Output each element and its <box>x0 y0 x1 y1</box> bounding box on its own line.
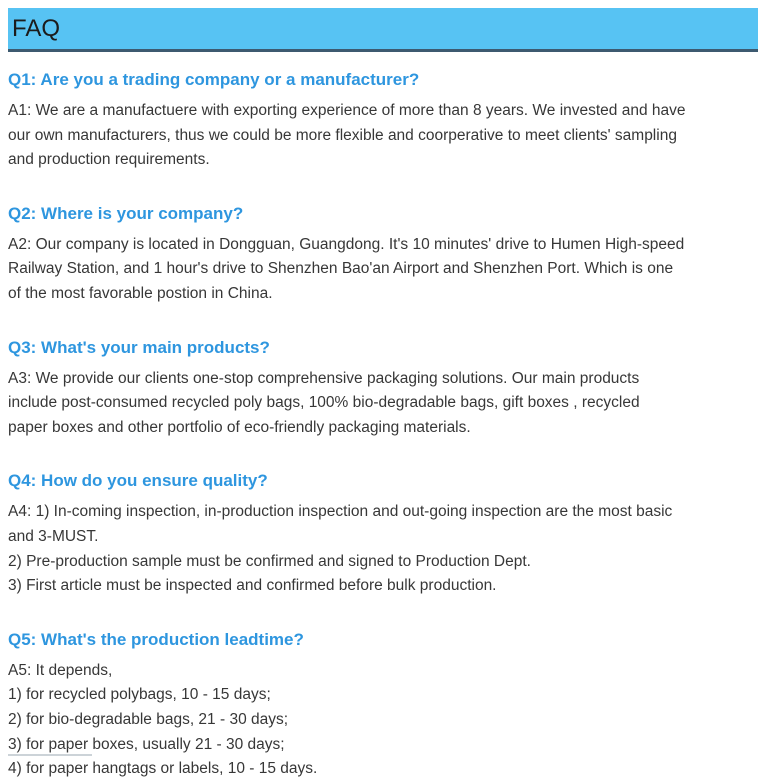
faq-answer-line: A2: Our company is located in Dongguan, … <box>8 235 685 253</box>
faq-answer-line: A3: We provide our clients one-stop comp… <box>8 369 640 387</box>
faq-answer-line: and production requirements. <box>8 151 210 169</box>
faq-answer-line: our own manufacturers, thus we could be … <box>8 126 677 144</box>
faq-item: Q5: What's the production leadtime? A5: I… <box>8 630 755 782</box>
faq-answer-line: 1) for recycled polybags, 10 - 15 days; <box>8 686 271 704</box>
faq-item: Q3: What's your main products? A3: We pro… <box>8 338 755 441</box>
faq-answer-line: 3) for paper boxes, usually 21 - 30 days… <box>8 735 285 753</box>
faq-answer-line: A5: It depends, <box>8 661 113 679</box>
faq-answer-line: 4) for paper hangtags or labels, 10 - 15… <box>8 760 318 778</box>
faq-question: Q2: Where is your company? <box>8 203 244 223</box>
faq-page: FAQ Q1: Are you a trading company or a m… <box>0 8 765 782</box>
faq-answer-line: and 3-MUST. <box>8 527 99 545</box>
faq-question: Q4: How do you ensure quality? <box>8 471 268 491</box>
cropped-next-section-sliver <box>8 754 92 756</box>
faq-question: Q1: Are you a trading company or a manuf… <box>8 70 420 89</box>
faq-answer-line: 2) Pre-production sample must be confirm… <box>8 552 531 570</box>
faq-question: Q3: What's your main products? <box>8 337 270 357</box>
faq-answer-line: 2) for bio-degradable bags, 21 - 30 days… <box>8 710 289 728</box>
faq-answer-line: Railway Station, and 1 hour's drive to S… <box>8 260 674 278</box>
faq-section-header: FAQ <box>8 8 758 52</box>
faq-answer-line: include post-consumed recycled poly bags… <box>8 394 640 412</box>
faq-answer-line: paper boxes and other portfolio of eco-f… <box>8 418 471 436</box>
faq-item: Q4: How do you ensure quality? A4: 1) In-… <box>8 471 755 598</box>
faq-section-title: FAQ <box>12 14 61 42</box>
faq-answer-line: of the most favorable postion in China. <box>8 284 273 302</box>
faq-answer-line: A1: We are a manufactuere with exporting… <box>8 102 686 119</box>
faq-question: Q5: What's the production leadtime? <box>8 629 304 649</box>
faq-item: Q1: Are you a trading company or a manuf… <box>8 70 755 173</box>
faq-list: Q1: Are you a trading company or a manuf… <box>0 70 765 782</box>
faq-answer-line: A4: 1) In-coming inspection, in-producti… <box>8 503 673 521</box>
faq-answer-line: 3) First article must be inspected and c… <box>8 577 497 595</box>
faq-item: Q2: Where is your company? A2: Our compan… <box>8 204 755 307</box>
